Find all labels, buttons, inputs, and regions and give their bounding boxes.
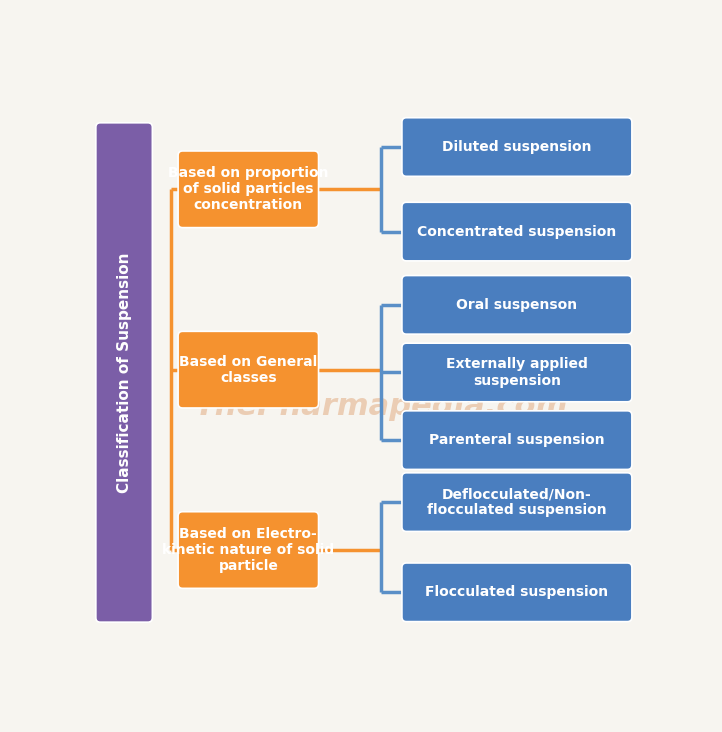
Text: Externally applied
suspension: Externally applied suspension xyxy=(446,357,588,387)
FancyBboxPatch shape xyxy=(402,343,632,402)
Text: Based on General
classes: Based on General classes xyxy=(179,354,318,385)
Text: Parenteral suspension: Parenteral suspension xyxy=(429,433,605,447)
Text: Based on Electro-
kinetic nature of solid
particle: Based on Electro- kinetic nature of soli… xyxy=(162,527,334,573)
Text: ThePharmapedia.com: ThePharmapedia.com xyxy=(195,392,567,421)
Text: Classification of Suspension: Classification of Suspension xyxy=(116,253,131,493)
FancyBboxPatch shape xyxy=(402,563,632,621)
FancyBboxPatch shape xyxy=(178,151,318,228)
Text: Flocculated suspension: Flocculated suspension xyxy=(425,586,609,600)
FancyBboxPatch shape xyxy=(178,512,318,589)
FancyBboxPatch shape xyxy=(402,473,632,531)
FancyBboxPatch shape xyxy=(402,411,632,469)
FancyBboxPatch shape xyxy=(178,332,318,408)
Text: Based on proportion
of solid particles
concentration: Based on proportion of solid particles c… xyxy=(168,166,329,212)
FancyBboxPatch shape xyxy=(402,202,632,261)
Text: Oral suspenson: Oral suspenson xyxy=(456,298,578,312)
FancyBboxPatch shape xyxy=(402,118,632,176)
FancyBboxPatch shape xyxy=(402,275,632,334)
FancyBboxPatch shape xyxy=(96,123,152,622)
Text: Diluted suspension: Diluted suspension xyxy=(442,140,591,154)
Text: Concentrated suspension: Concentrated suspension xyxy=(417,225,617,239)
Text: Deflocculated/Non-
flocculated suspension: Deflocculated/Non- flocculated suspensio… xyxy=(427,487,606,518)
